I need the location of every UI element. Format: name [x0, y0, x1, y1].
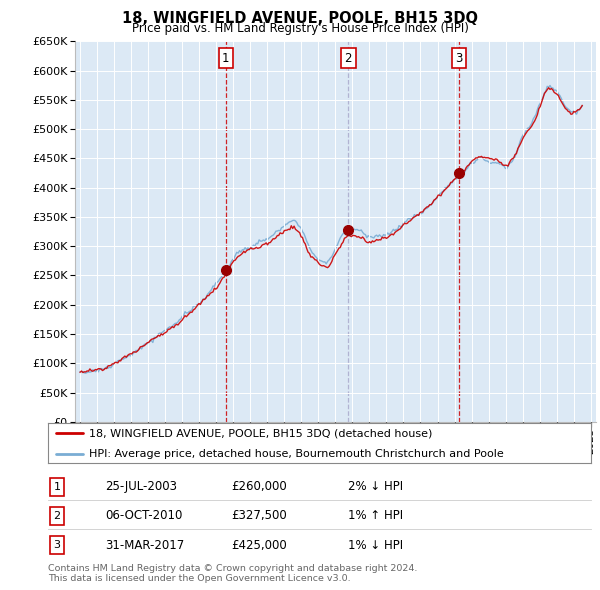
Text: 1: 1	[53, 482, 61, 491]
Text: 1: 1	[222, 52, 230, 65]
Text: £327,500: £327,500	[231, 509, 287, 522]
Text: 3: 3	[455, 52, 463, 65]
Text: 1% ↓ HPI: 1% ↓ HPI	[348, 539, 403, 552]
Text: 3: 3	[53, 540, 61, 550]
Text: £260,000: £260,000	[231, 480, 287, 493]
Text: 1% ↑ HPI: 1% ↑ HPI	[348, 509, 403, 522]
Text: £425,000: £425,000	[231, 539, 287, 552]
Text: 18, WINGFIELD AVENUE, POOLE, BH15 3DQ (detached house): 18, WINGFIELD AVENUE, POOLE, BH15 3DQ (d…	[89, 428, 432, 438]
Text: 31-MAR-2017: 31-MAR-2017	[105, 539, 184, 552]
Text: Contains HM Land Registry data © Crown copyright and database right 2024.
This d: Contains HM Land Registry data © Crown c…	[48, 563, 418, 583]
Text: 06-OCT-2010: 06-OCT-2010	[105, 509, 182, 522]
Text: Price paid vs. HM Land Registry's House Price Index (HPI): Price paid vs. HM Land Registry's House …	[131, 22, 469, 35]
Text: 2: 2	[344, 52, 352, 65]
Text: 2: 2	[53, 511, 61, 520]
Text: HPI: Average price, detached house, Bournemouth Christchurch and Poole: HPI: Average price, detached house, Bour…	[89, 448, 503, 458]
Text: 25-JUL-2003: 25-JUL-2003	[105, 480, 177, 493]
Text: 2% ↓ HPI: 2% ↓ HPI	[348, 480, 403, 493]
Text: 18, WINGFIELD AVENUE, POOLE, BH15 3DQ: 18, WINGFIELD AVENUE, POOLE, BH15 3DQ	[122, 11, 478, 25]
